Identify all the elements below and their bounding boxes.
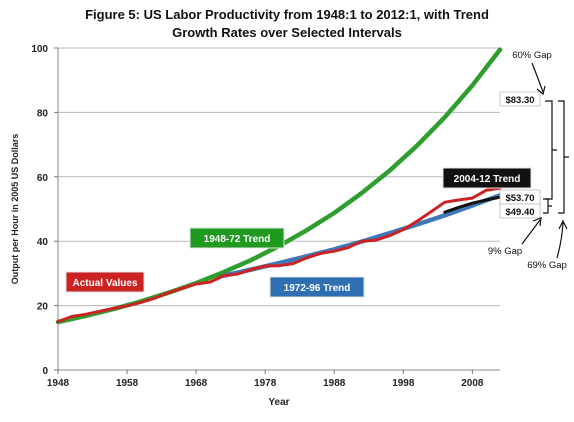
series-label-box (65, 271, 145, 293)
x-tick-label: 1988 (323, 378, 346, 389)
endpoint-label: $53.70 (505, 193, 534, 204)
x-tick-label: 1948 (47, 378, 70, 389)
endpoint-label-box (499, 203, 541, 219)
series-line-actual-values (56, 186, 502, 324)
gap-label-69: 69% Gap (527, 260, 567, 271)
y-tick-label: 60 (37, 173, 49, 184)
y-tick-label: 40 (37, 237, 49, 248)
chart-title-line2: Growth Rates over Selected Intervals (172, 25, 402, 40)
y-axis-title: Output per Hour in 2005 US Dollars (10, 134, 20, 285)
x-tick-label: 1998 (392, 378, 415, 389)
x-axis-title: Year (268, 397, 289, 408)
x-tick-label: 1958 (116, 378, 139, 389)
labels-group: 1948-72 Trend 1972-96 Trend 2004-12 Trend A… (65, 50, 569, 298)
y-tick-label: 100 (31, 44, 48, 55)
gap-bracket-60 (545, 100, 557, 200)
chart-title-line1: Figure 5: US Labor Productivity from 194… (85, 7, 489, 22)
x-tick-label: 1968 (185, 378, 208, 389)
arrow-69 (556, 219, 568, 259)
x-tick-label: 2008 (461, 378, 484, 389)
arrow-60 (531, 62, 546, 96)
series-label: 1972-96 Trend (284, 283, 351, 294)
series-label-box (442, 167, 532, 189)
series-line-2004-12-trend (443, 195, 502, 214)
arrow-9 (521, 217, 542, 245)
gap-bracket-9 (543, 198, 552, 214)
gap-bracket-69 (558, 100, 569, 214)
axes: 0 20 40 60 80 100 1948 1958 1968 1978 1988 1998 2008… (10, 44, 500, 408)
endpoint-label: $83.30 (505, 95, 534, 106)
series-label: 2004-12 Trend (454, 174, 521, 185)
series-label-box (189, 227, 285, 249)
series-label: Actual Values (72, 278, 137, 289)
y-tick-label: 0 (42, 366, 48, 377)
y-tick-label: 80 (37, 108, 49, 119)
x-tick-label: 1978 (254, 378, 277, 389)
gap-label-60: 60% Gap (512, 50, 552, 61)
series-label: 1948-72 Trend (204, 234, 271, 245)
endpoint-label: $49.40 (505, 207, 534, 218)
y-tick-label: 20 (37, 302, 49, 313)
endpoint-label-box (499, 91, 541, 107)
series-label-box (269, 276, 365, 298)
gap-label-9: 9% Gap (488, 246, 522, 257)
